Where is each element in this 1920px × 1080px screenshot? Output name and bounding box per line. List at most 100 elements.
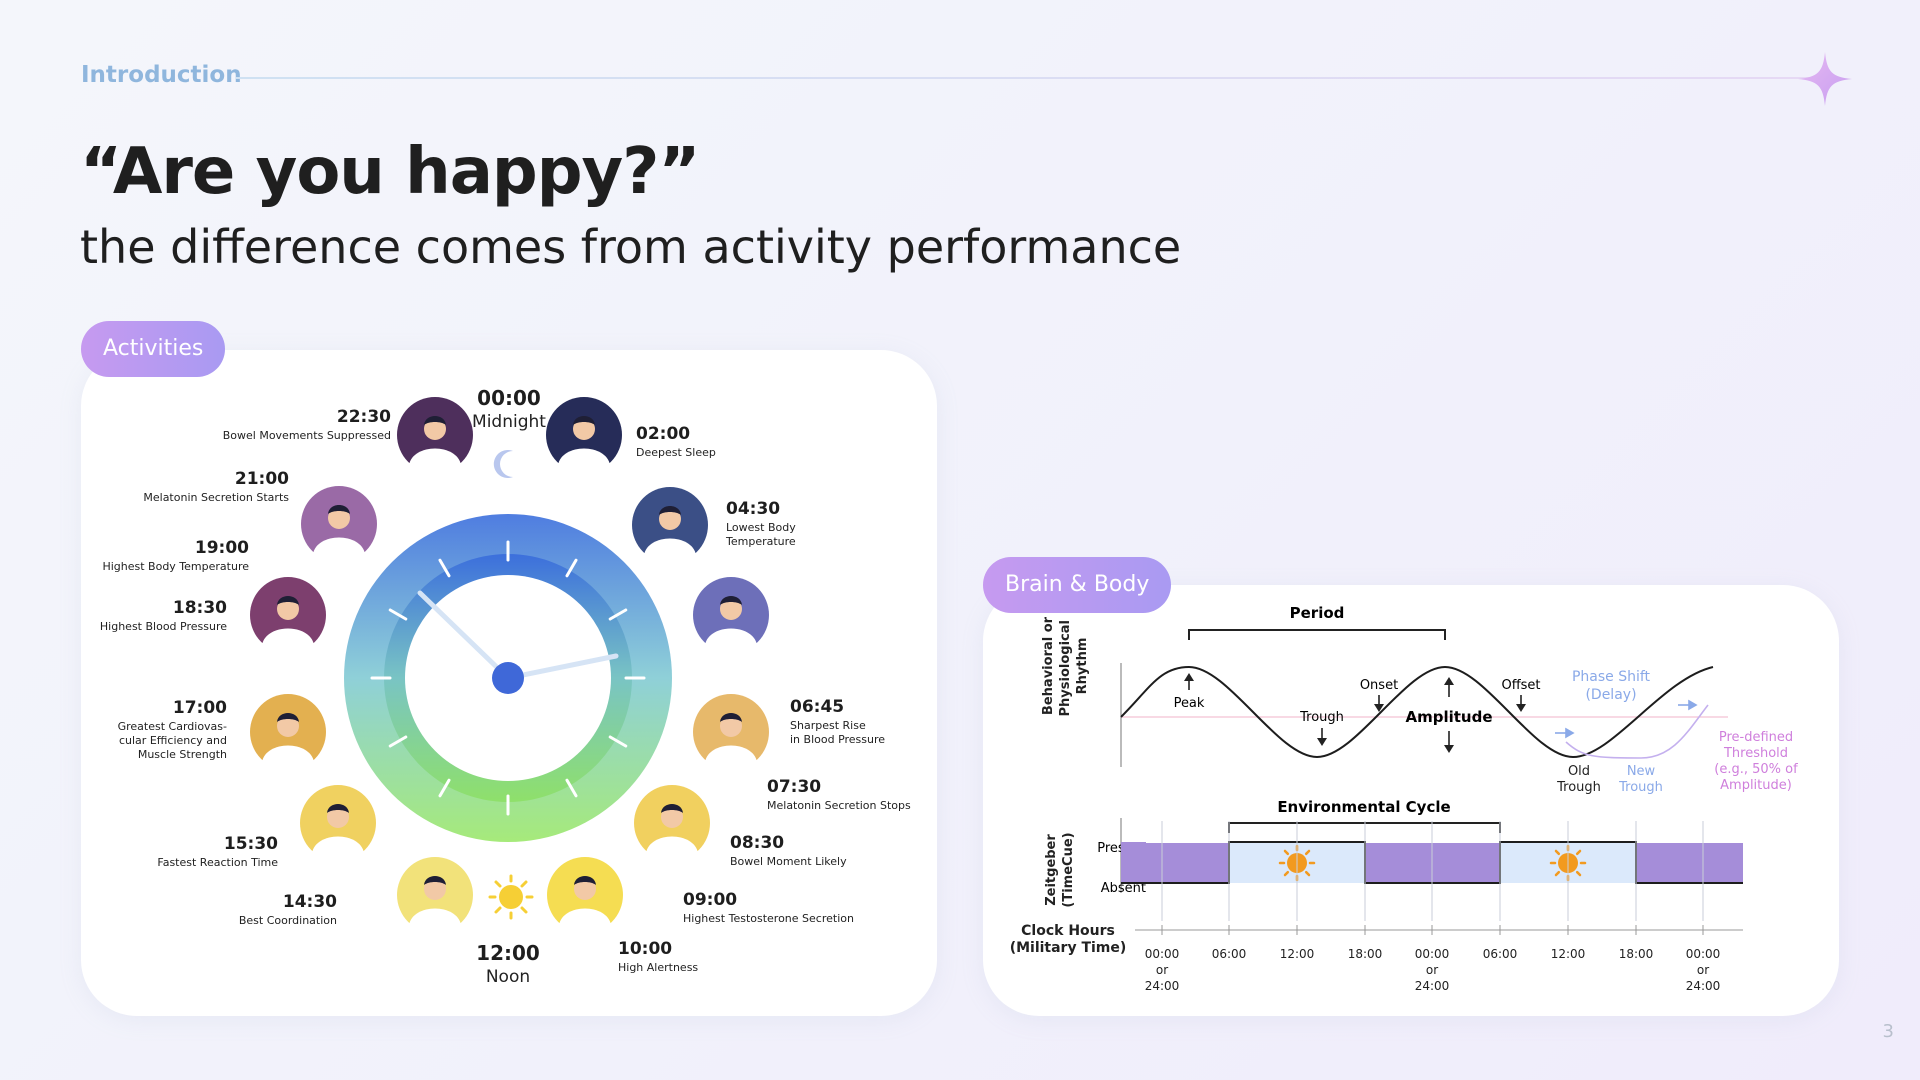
- period-bracket: [1188, 629, 1446, 640]
- activity-time: 02:00: [636, 424, 690, 444]
- period-label: Period: [1290, 604, 1345, 622]
- night-block: [1146, 843, 1229, 883]
- page-number: 3: [1882, 1021, 1894, 1042]
- moon-icon: [493, 450, 513, 478]
- activity-avatar: [547, 857, 623, 936]
- activity-time: 00:00: [477, 386, 541, 410]
- activity-desc: Bowel Movements Suppressed: [223, 429, 391, 442]
- activity-time: 19:00: [195, 538, 249, 558]
- activity-desc: Highest Testosterone Secretion: [683, 912, 854, 925]
- activity-desc: Best Coordination: [239, 914, 337, 927]
- activity-desc: Fastest Reaction Time: [157, 856, 278, 869]
- activity-avatar: [693, 694, 769, 773]
- new-trough-label: New Trough: [1618, 764, 1663, 795]
- activity-desc: Greatest Cardiovas-cular Efficiency and M…: [118, 720, 227, 761]
- clock-hours-label: Clock Hours (Military Time): [1010, 923, 1127, 956]
- environmental-cycle-label: Environmental Cycle: [1277, 798, 1450, 816]
- activity-time: 15:30: [224, 834, 278, 854]
- activity-time: 06:45: [790, 697, 844, 717]
- clock-center: [492, 662, 524, 694]
- activity-avatar: [250, 694, 326, 773]
- circadian-rhythm-diagram: Behavioral or Physiological Rhythm Period…: [1010, 604, 1798, 993]
- shifted-wave: [1565, 704, 1709, 759]
- amplitude-label: Amplitude: [1405, 708, 1492, 726]
- activity-time: 14:30: [283, 892, 337, 912]
- activity-avatar: [693, 577, 769, 656]
- activity-desc: Highest Blood Pressure: [100, 620, 227, 633]
- page-title: “Are you happy?”: [80, 135, 700, 209]
- activities-tab[interactable]: Activities: [81, 321, 226, 377]
- clock-tick: [438, 778, 451, 798]
- clock-hour-hand: [417, 590, 511, 681]
- activity-avatar: [546, 397, 622, 476]
- activity-desc: Midnight: [472, 412, 546, 432]
- activity-time: 04:30: [726, 499, 780, 519]
- activity-avatar: [397, 397, 473, 476]
- hour-tick-label: 00:00 or 24:00: [1686, 947, 1721, 993]
- activity-avatar: [632, 487, 708, 566]
- clock-tick: [565, 558, 578, 578]
- absent-label: Absent: [1101, 881, 1146, 896]
- activity-time: 12:00: [476, 941, 540, 965]
- activity-time: 10:00: [618, 939, 672, 959]
- sun-icon: [488, 874, 534, 920]
- hour-tick-label: 00:00 or 24:00: [1415, 947, 1450, 993]
- phase-shift-arrow-icon: [1555, 699, 1698, 739]
- activity-desc: Lowest Body Temperature: [725, 521, 796, 548]
- hour-tick-label: 00:00 or 24:00: [1145, 947, 1180, 993]
- clock-tick: [608, 608, 628, 621]
- threshold-label: Pre-defined Threshold (e.g., 50% of Amplitu…: [1714, 730, 1798, 793]
- sparkle-icon: [1798, 52, 1852, 106]
- activity-desc: Deepest Sleep: [636, 446, 716, 459]
- clock-minute-hand: [505, 653, 619, 681]
- night-block: [1636, 843, 1743, 883]
- activity-time: 07:30: [767, 777, 821, 797]
- activity-desc: Highest Body Temperature: [102, 560, 249, 573]
- clock-tick: [565, 778, 578, 798]
- clock-ticks: [370, 540, 646, 816]
- trough-label: Trough: [1299, 710, 1344, 725]
- activity-avatar: [634, 785, 710, 864]
- onset-label: Onset: [1360, 678, 1398, 693]
- page-subtitle: the difference comes from activity perfo…: [80, 220, 1182, 274]
- clock-tick: [608, 735, 628, 748]
- hour-tick-label: 12:00: [1280, 947, 1315, 961]
- activity-desc: Melatonin Secretion Stops: [767, 799, 911, 812]
- activity-time: 08:30: [730, 833, 784, 853]
- hour-tick-label: 18:00: [1619, 947, 1654, 961]
- offset-label: Offset: [1501, 678, 1540, 693]
- activity-desc: Melatonin Secretion Starts: [143, 491, 289, 504]
- activity-time: 18:30: [173, 598, 227, 618]
- activity-time: 21:00: [235, 469, 289, 489]
- brain-body-tab[interactable]: Brain & Body: [983, 557, 1172, 613]
- section-label: Introduction: [81, 62, 242, 88]
- hour-tick-label: 18:00: [1348, 947, 1383, 961]
- rhythm-wave: [1120, 665, 1714, 759]
- rhythm-axis-label: Behavioral or Physiological Rhythm: [1041, 616, 1090, 717]
- activity-time: 17:00: [173, 698, 227, 718]
- hour-tick-label: 06:00: [1212, 947, 1247, 961]
- old-trough-label: Old Trough: [1556, 764, 1601, 795]
- zeitgeber-axis-label: Zeitgeber (TimeCue): [1044, 832, 1076, 907]
- activity-avatar: [250, 577, 326, 656]
- clock-tick: [388, 608, 408, 621]
- activity-avatar: [301, 486, 377, 565]
- header-divider: [236, 77, 1816, 79]
- sun-icon: [1278, 844, 1316, 882]
- activity-desc: Bowel Moment Likely: [730, 855, 847, 868]
- activity-time: 09:00: [683, 890, 737, 910]
- peak-label: Peak: [1174, 696, 1205, 711]
- activity-desc: Sharpest Rise in Blood Pressure: [790, 719, 885, 746]
- hour-tick-label: 06:00: [1483, 947, 1518, 961]
- activity-desc: Noon: [486, 967, 530, 987]
- phase-shift-label: Phase Shift (Delay): [1572, 669, 1651, 703]
- activity-desc: High Alertness: [618, 961, 698, 974]
- activity-avatar: [397, 857, 473, 936]
- activity-time: 22:30: [337, 407, 391, 427]
- hour-tick-label: 12:00: [1551, 947, 1586, 961]
- clock-tick: [388, 735, 408, 748]
- activities-card: 00:00 Midnight 02:00 Deepest Sleep 04:30 Lowe…: [81, 350, 937, 1016]
- brain-body-card: Behavioral or Physiological Rhythm Period…: [983, 585, 1839, 1016]
- clock-tick: [438, 558, 451, 578]
